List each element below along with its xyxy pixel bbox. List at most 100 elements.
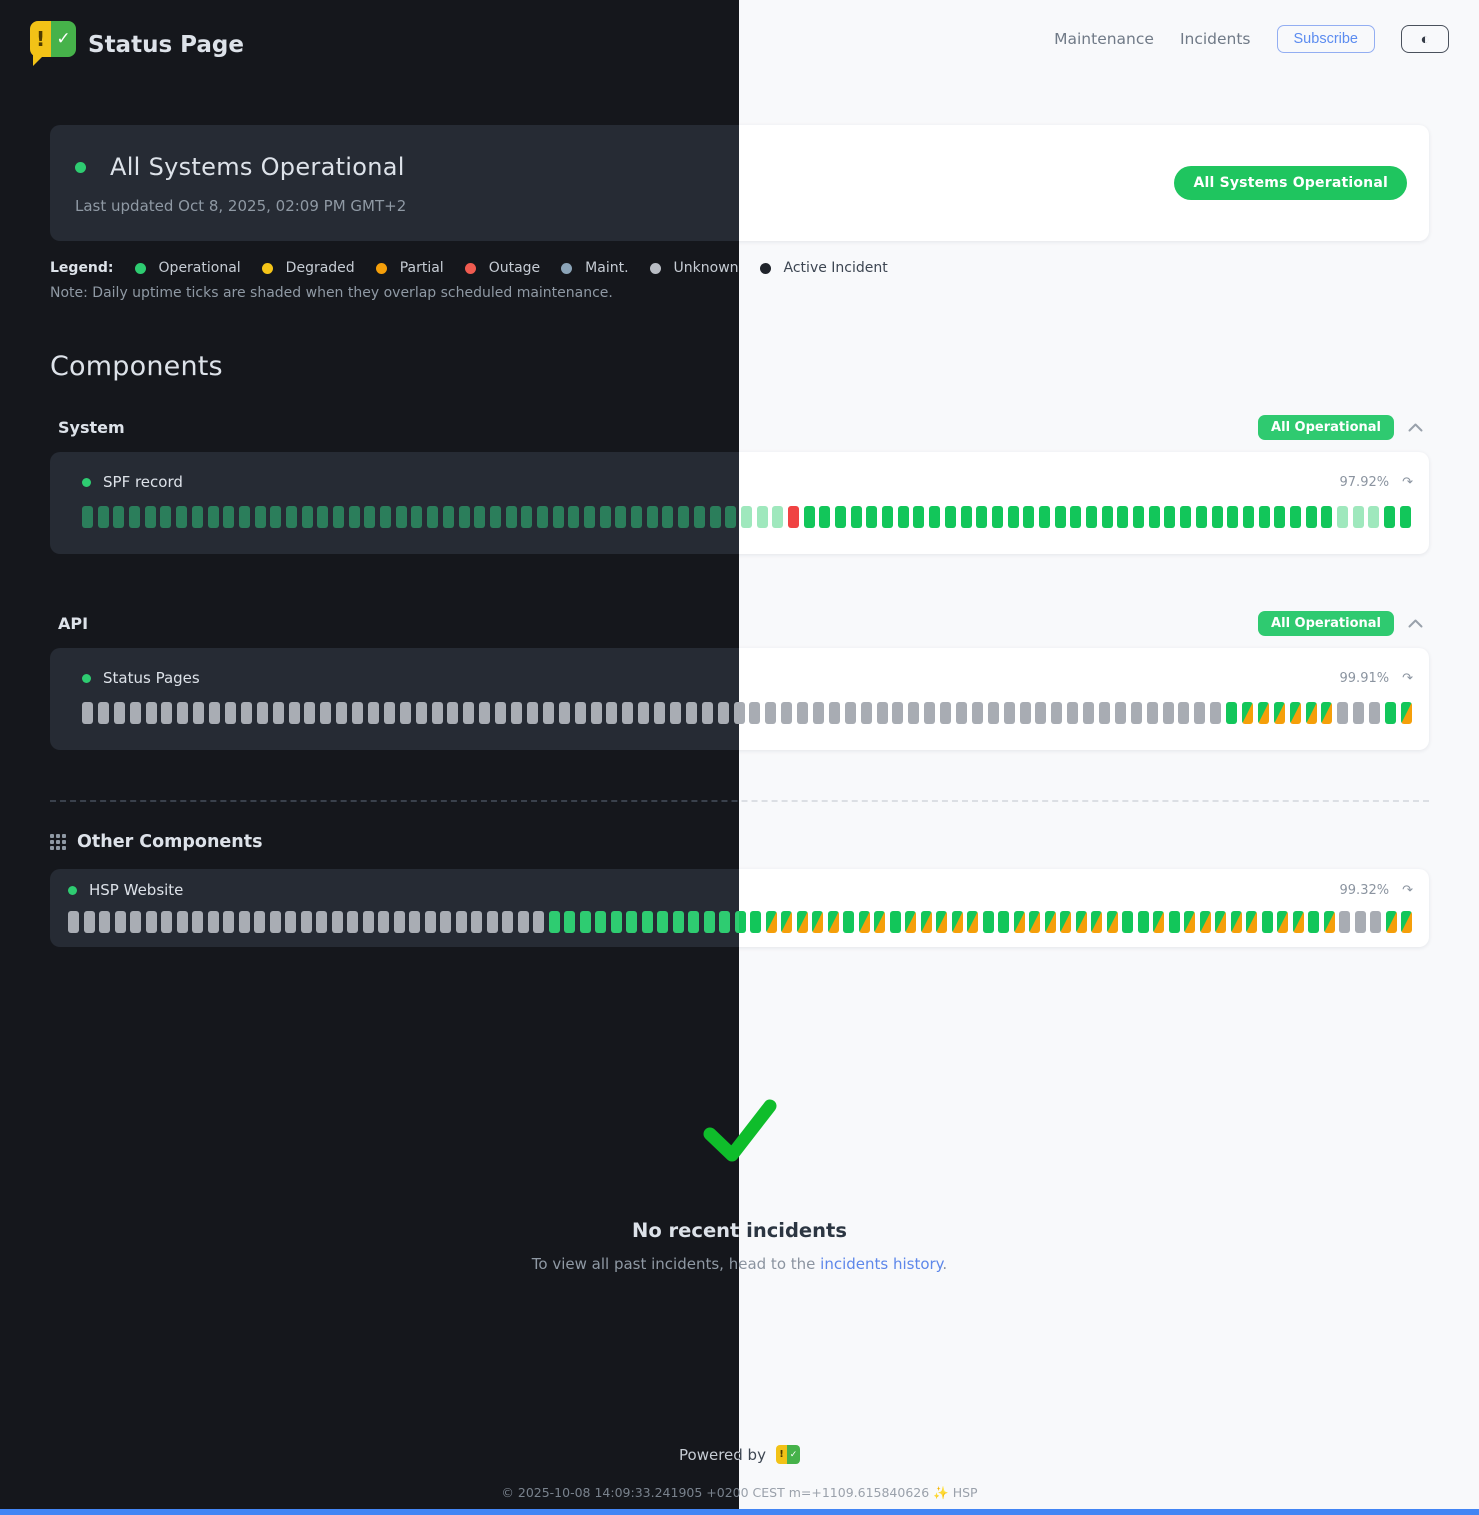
uptime-tick[interactable] xyxy=(874,911,885,933)
uptime-tick[interactable] xyxy=(207,506,219,528)
uptime-tick[interactable] xyxy=(905,911,916,933)
uptime-tick[interactable] xyxy=(819,506,831,528)
uptime-tick[interactable] xyxy=(272,702,284,724)
uptime-tick[interactable] xyxy=(749,702,761,724)
uptime-tick[interactable] xyxy=(160,506,172,528)
uptime-tick[interactable] xyxy=(82,702,93,724)
uptime-tick[interactable] xyxy=(177,702,189,724)
uptime-tick[interactable] xyxy=(463,702,475,724)
uptime-tick[interactable] xyxy=(638,702,650,724)
uptime-tick[interactable] xyxy=(347,911,358,933)
uptime-tick[interactable] xyxy=(678,506,690,528)
uptime-tick[interactable] xyxy=(685,702,697,724)
uptime-tick[interactable] xyxy=(129,506,141,528)
uptime-tick[interactable] xyxy=(781,911,792,933)
uptime-tick[interactable] xyxy=(1401,911,1412,933)
uptime-tick[interactable] xyxy=(568,506,580,528)
uptime-tick[interactable] xyxy=(595,911,606,933)
uptime-tick[interactable] xyxy=(285,506,297,528)
uptime-tick[interactable] xyxy=(1354,911,1366,933)
uptime-tick[interactable] xyxy=(1339,911,1350,933)
uptime-tick[interactable] xyxy=(944,506,956,528)
uptime-tick[interactable] xyxy=(114,911,126,933)
uptime-tick[interactable] xyxy=(657,911,668,933)
uptime-tick[interactable] xyxy=(393,911,405,933)
uptime-tick[interactable] xyxy=(176,911,188,933)
uptime-tick[interactable] xyxy=(590,702,602,724)
uptime-tick[interactable] xyxy=(955,702,967,724)
uptime-tick[interactable] xyxy=(1321,506,1333,528)
uptime-tick[interactable] xyxy=(929,506,941,528)
uptime-tick[interactable] xyxy=(882,506,894,528)
uptime-tick[interactable] xyxy=(1075,911,1087,933)
uptime-tick[interactable] xyxy=(889,911,901,933)
uptime-tick[interactable] xyxy=(479,702,491,724)
uptime-tick[interactable] xyxy=(976,506,988,528)
uptime-tick[interactable] xyxy=(860,702,872,724)
uptime-tick[interactable] xyxy=(701,702,713,724)
uptime-tick[interactable] xyxy=(1385,702,1397,724)
uptime-tick[interactable] xyxy=(113,702,125,724)
uptime-tick[interactable] xyxy=(796,911,808,933)
uptime-tick[interactable] xyxy=(812,911,823,933)
uptime-tick[interactable] xyxy=(97,506,109,528)
uptime-tick[interactable] xyxy=(1091,911,1102,933)
uptime-trend-icon[interactable]: ↷ xyxy=(1402,670,1413,686)
uptime-tick[interactable] xyxy=(1178,702,1190,724)
uptime-tick[interactable] xyxy=(320,702,332,724)
uptime-tick[interactable] xyxy=(1246,911,1257,933)
uptime-tick[interactable] xyxy=(709,506,721,528)
uptime-tick[interactable] xyxy=(378,911,389,933)
uptime-tick[interactable] xyxy=(207,911,219,933)
uptime-tick[interactable] xyxy=(471,911,482,933)
incidents-history-link[interactable]: incidents history xyxy=(820,1255,943,1273)
uptime-tick[interactable] xyxy=(1133,506,1145,528)
uptime-tick[interactable] xyxy=(765,911,777,933)
uptime-tick[interactable] xyxy=(83,911,95,933)
uptime-tick[interactable] xyxy=(844,702,856,724)
uptime-tick[interactable] xyxy=(1122,911,1133,933)
uptime-tick[interactable] xyxy=(552,506,564,528)
uptime-tick[interactable] xyxy=(348,506,360,528)
uptime-tick[interactable] xyxy=(161,702,173,724)
uptime-tick[interactable] xyxy=(333,506,344,528)
uptime-tick[interactable] xyxy=(1368,506,1380,528)
uptime-tick[interactable] xyxy=(1352,506,1364,528)
uptime-tick[interactable] xyxy=(99,911,110,933)
uptime-tick[interactable] xyxy=(781,702,793,724)
uptime-tick[interactable] xyxy=(191,506,203,528)
uptime-tick[interactable] xyxy=(1292,911,1304,933)
uptime-tick[interactable] xyxy=(145,911,157,933)
uptime-tick[interactable] xyxy=(1162,702,1174,724)
uptime-tick[interactable] xyxy=(447,702,459,724)
uptime-tick[interactable] xyxy=(866,506,878,528)
uptime-tick[interactable] xyxy=(304,702,316,724)
uptime-trend-icon[interactable]: ↷ xyxy=(1402,474,1413,490)
uptime-trend-icon[interactable]: ↷ xyxy=(1402,882,1413,898)
uptime-tick[interactable] xyxy=(1305,506,1317,528)
uptime-tick[interactable] xyxy=(1164,506,1176,528)
uptime-tick[interactable] xyxy=(1067,702,1079,724)
uptime-tick[interactable] xyxy=(301,506,313,528)
uptime-tick[interactable] xyxy=(1060,911,1071,933)
uptime-tick[interactable] xyxy=(380,506,392,528)
uptime-tick[interactable] xyxy=(574,702,586,724)
uptime-tick[interactable] xyxy=(719,911,730,933)
uptime-tick[interactable] xyxy=(1168,911,1180,933)
uptime-tick[interactable] xyxy=(924,702,936,724)
uptime-tick[interactable] xyxy=(1035,702,1047,724)
uptime-tick[interactable] xyxy=(254,506,266,528)
uptime-tick[interactable] xyxy=(920,911,932,933)
uptime-tick[interactable] xyxy=(254,911,265,933)
uptime-tick[interactable] xyxy=(161,911,172,933)
uptime-tick[interactable] xyxy=(672,911,684,933)
uptime-tick[interactable] xyxy=(750,911,761,933)
uptime-tick[interactable] xyxy=(517,911,529,933)
uptime-tick[interactable] xyxy=(688,911,699,933)
uptime-tick[interactable] xyxy=(486,911,498,933)
uptime-tick[interactable] xyxy=(1227,506,1239,528)
uptime-tick[interactable] xyxy=(951,911,963,933)
uptime-tick[interactable] xyxy=(238,506,250,528)
uptime-tick[interactable] xyxy=(240,702,252,724)
uptime-tick[interactable] xyxy=(610,911,622,933)
